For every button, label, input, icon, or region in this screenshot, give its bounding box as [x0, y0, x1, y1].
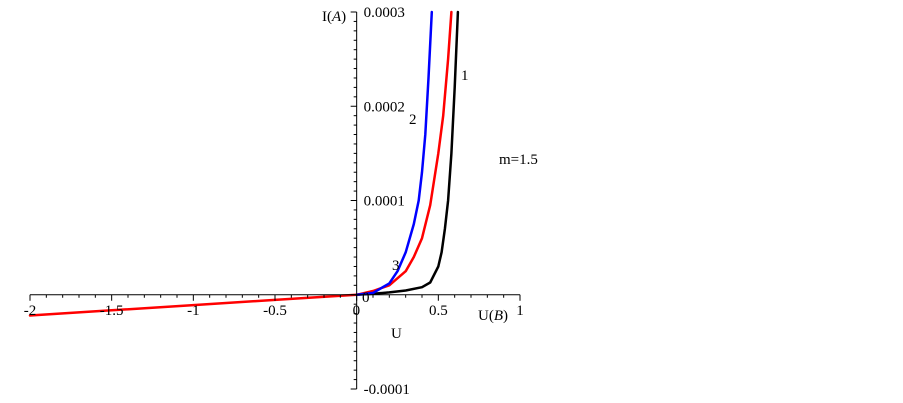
y-tick-label: 0.0003 [364, 5, 405, 21]
series-line-3 [355, 10, 434, 297]
x-tick-label: -1 [187, 303, 200, 319]
x-tick-label: -2 [24, 303, 37, 319]
series-label-3: 3 [392, 258, 400, 274]
y-ticks-group: -0.0001 0.0001 0.0002 0.0003 [350, 5, 410, 398]
y-tick-label: 0.0001 [364, 194, 405, 210]
series-label-1: 1 [461, 68, 469, 84]
y-tick-label: -0.0001 [364, 382, 410, 398]
x-tick-label: 0.5 [429, 303, 448, 319]
origin-label: 0 [362, 290, 370, 306]
annotation-m: m=1.5 [499, 152, 538, 168]
x-tick-label: 1 [516, 303, 524, 319]
y-axis-label: I(A) [322, 9, 346, 25]
x-axis-sublabel: U [391, 326, 402, 342]
x-ticks-group: -2 -1.5 -1 -0.5 0 0.5 1 [24, 294, 524, 319]
series-labels-group: 1 2 3 [392, 68, 469, 274]
x-tick-label: 0 [353, 303, 361, 319]
series-line-2 [28, 10, 453, 317]
x-axis-label: U(B) [478, 308, 508, 324]
y-tick-label: 0.0002 [364, 99, 405, 115]
labels-group: I(A) U(B) U 0 m=1.5 [322, 9, 538, 342]
curves-group [28, 10, 460, 317]
series-label-2: 2 [409, 112, 417, 128]
x-tick-label: -1.5 [100, 303, 124, 319]
x-tick-label: -0.5 [263, 303, 287, 319]
series-line-1 [355, 10, 460, 297]
